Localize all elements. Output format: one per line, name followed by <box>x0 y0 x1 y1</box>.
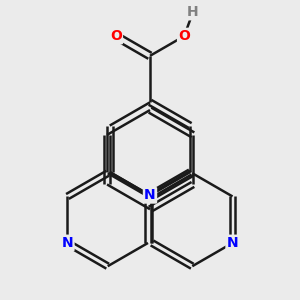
Text: N: N <box>61 236 73 250</box>
Text: N: N <box>227 236 239 250</box>
Text: O: O <box>110 29 122 43</box>
Text: H: H <box>187 5 199 19</box>
Text: N: N <box>144 188 156 202</box>
Text: O: O <box>178 29 190 43</box>
